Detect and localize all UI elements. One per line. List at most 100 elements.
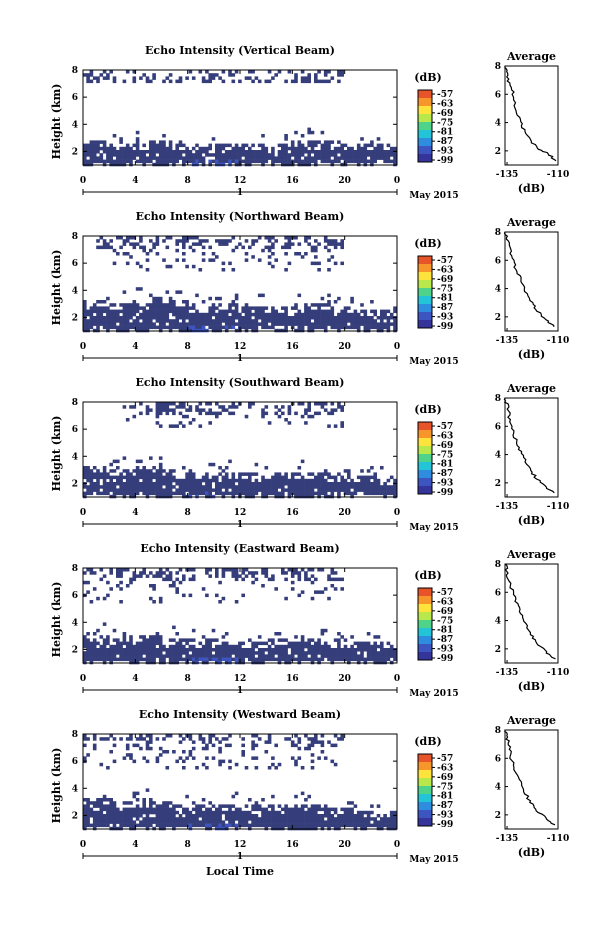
echo-cell — [139, 459, 143, 464]
echo-cell — [254, 743, 259, 748]
echo-cell — [162, 469, 166, 473]
echo-cell — [373, 482, 377, 486]
echo-cell — [208, 488, 212, 492]
echo-cell — [277, 319, 282, 323]
echo-cell — [125, 316, 130, 320]
x-tick-label: 0 — [394, 508, 400, 518]
echo-cell — [96, 146, 100, 151]
echo-cell — [112, 743, 117, 748]
echo-cell — [337, 485, 341, 489]
echo-cell — [191, 418, 196, 422]
echo-cell — [244, 814, 249, 818]
echo-cell — [337, 319, 341, 323]
echo-cell — [145, 817, 150, 821]
echo-cell — [356, 159, 361, 164]
echo-cell — [356, 657, 361, 662]
echo-cell — [158, 478, 163, 483]
echo-cell — [195, 143, 199, 148]
echo-cell — [330, 319, 335, 323]
echo-cell — [347, 312, 351, 317]
echo-cell — [188, 638, 193, 642]
echo-cell — [314, 76, 318, 80]
echo-cell — [86, 801, 90, 805]
echo-cell — [145, 746, 150, 751]
echo-cell — [106, 76, 110, 80]
echo-cell — [106, 657, 110, 662]
echo-cell — [300, 316, 305, 320]
echo-cell — [277, 644, 282, 649]
echo-cell — [92, 587, 97, 591]
echo-cell — [224, 644, 229, 649]
echo-cell — [333, 319, 338, 323]
echo-cell — [185, 475, 189, 480]
echo-cell — [191, 156, 196, 160]
echo-cell — [152, 651, 156, 655]
echo-cell — [221, 657, 226, 662]
echo-cell — [92, 638, 97, 642]
echo-cell — [208, 651, 212, 655]
echo-cell — [155, 402, 160, 406]
echo-cell — [182, 405, 186, 409]
echo-cell — [208, 319, 212, 323]
echo-cell — [294, 734, 298, 738]
echo-cell — [106, 306, 110, 310]
echo-cell — [116, 459, 120, 464]
echo-cell — [145, 475, 150, 480]
echo-cell — [320, 153, 325, 157]
echo-cell — [211, 306, 216, 310]
echo-cell — [248, 150, 252, 154]
echo-cell — [356, 143, 361, 148]
echo-cell — [182, 823, 186, 828]
echo-cell — [389, 312, 394, 317]
echo-cell — [274, 644, 278, 649]
echo-cell — [211, 322, 216, 326]
echo-cell — [221, 70, 226, 74]
echo-cell — [314, 73, 318, 77]
echo-cell — [333, 638, 338, 642]
echo-cell — [158, 753, 163, 757]
echo-cell — [310, 743, 315, 748]
average-y-tick-label: 4 — [495, 451, 501, 461]
echo-cell — [195, 319, 199, 323]
echo-cell — [304, 657, 308, 662]
echo-cell — [155, 146, 160, 151]
echo-cell — [165, 801, 170, 805]
echo-cell — [277, 143, 282, 148]
echo-cell — [201, 475, 206, 480]
echo-cell — [347, 146, 351, 151]
colorbar-tick-label: -81 — [437, 128, 453, 138]
echo-cell — [251, 306, 255, 310]
echo-cell — [218, 485, 222, 489]
echo-cell — [327, 823, 331, 828]
echo-cell — [261, 648, 265, 652]
echo-cell — [119, 817, 123, 821]
echo-cell — [327, 472, 331, 476]
echo-cell — [294, 411, 298, 416]
echo-cell — [251, 312, 255, 317]
echo-cell — [360, 303, 364, 307]
echo-cell — [337, 312, 341, 317]
echo-cell — [274, 159, 278, 164]
echo-cell — [281, 644, 285, 649]
echo-cell — [389, 654, 394, 658]
echo-cell — [251, 472, 255, 476]
echo-cell — [89, 810, 94, 815]
echo-cell — [86, 319, 90, 323]
echo-cell — [228, 766, 232, 770]
echo-cell — [142, 571, 146, 575]
echo-cell — [125, 651, 130, 655]
echo-cell — [257, 236, 262, 240]
echo-cell — [327, 300, 331, 304]
echo-cell — [92, 316, 97, 320]
echo-cell — [310, 814, 315, 818]
echo-cell — [122, 242, 127, 246]
echo-cell — [158, 319, 163, 323]
echo-cell — [314, 159, 318, 164]
echo-cell — [343, 638, 348, 642]
echo-cell — [290, 472, 295, 476]
echo-cell — [310, 638, 315, 642]
echo-cell — [244, 303, 249, 307]
echo-cell — [195, 309, 199, 314]
echo-cell — [314, 810, 318, 815]
echo-cell — [205, 766, 209, 770]
